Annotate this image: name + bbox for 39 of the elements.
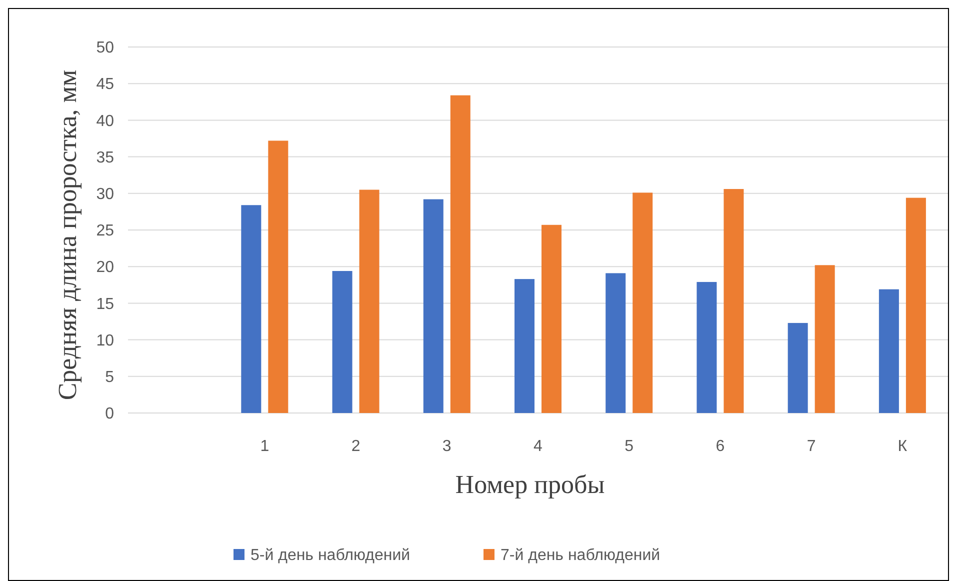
y-tick-label: 35 — [96, 149, 114, 166]
x-tick-label: 3 — [442, 438, 452, 455]
bar — [423, 199, 444, 413]
bar — [241, 205, 262, 413]
y-tick-label: 10 — [96, 332, 114, 350]
x-tick-label: 5 — [624, 438, 634, 455]
y-tick-label: 15 — [96, 296, 114, 313]
y-tick-label: 45 — [96, 76, 114, 94]
y-tick-label: 50 — [96, 40, 114, 57]
bar — [542, 224, 562, 413]
y-tick-label: 5 — [105, 369, 114, 386]
bar — [878, 289, 899, 413]
x-tick-label: 7 — [806, 438, 816, 455]
bar — [906, 198, 926, 413]
legend-label: 7-й день наблюдений — [500, 547, 660, 564]
x-tick-label: 6 — [716, 438, 725, 455]
bar — [514, 279, 534, 413]
x-axis-title: Номер пробы — [455, 470, 605, 499]
bar — [632, 192, 653, 413]
y-tick-label: 0 — [105, 406, 114, 423]
y-tick-label: 20 — [96, 259, 114, 276]
bar — [724, 189, 744, 413]
bar — [606, 273, 626, 413]
x-tick-label: 1 — [260, 438, 270, 455]
bar — [359, 190, 380, 413]
bar — [788, 322, 808, 413]
x-tick-label: 2 — [351, 438, 360, 455]
legend-label: 5-й день наблюдений — [250, 547, 410, 564]
x-tick-label: К — [898, 438, 908, 455]
bar — [268, 140, 288, 413]
bar — [332, 270, 352, 413]
bar — [450, 95, 470, 413]
y-tick-label: 30 — [96, 186, 114, 203]
y-tick-label: 40 — [96, 112, 114, 130]
bar — [814, 265, 835, 413]
y-tick-label: 25 — [96, 222, 114, 240]
y-axis-title: Средняя длина проростка, мм — [53, 70, 82, 400]
bar — [696, 282, 717, 413]
x-tick-label: 4 — [534, 438, 543, 455]
